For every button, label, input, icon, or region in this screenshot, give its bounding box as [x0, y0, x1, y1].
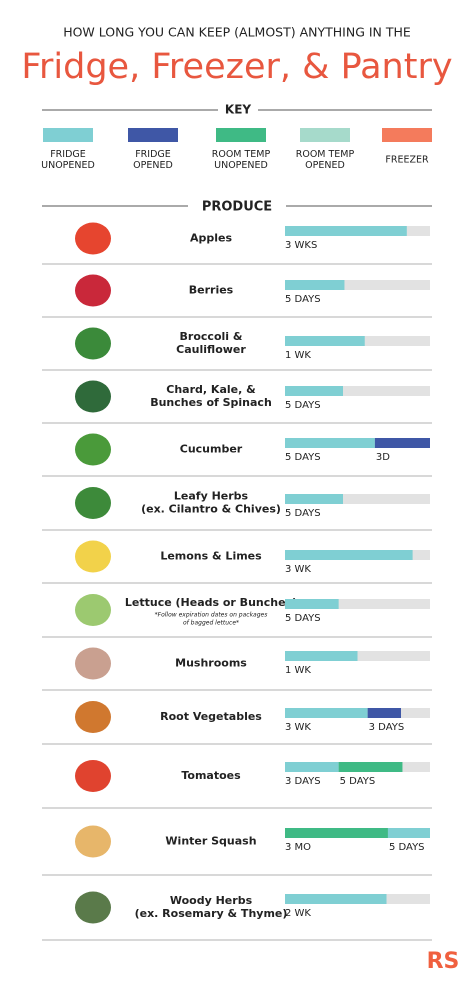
key-swatch — [300, 128, 350, 142]
food-icon — [75, 594, 111, 626]
key-label: FRIDGE — [50, 149, 86, 160]
item-name: Winter Squash — [165, 835, 256, 848]
key-swatch — [128, 128, 178, 142]
bar-segment — [285, 550, 413, 560]
logo: RS — [427, 949, 460, 974]
bar-segment — [387, 828, 430, 838]
item-name: Apples — [190, 232, 232, 245]
bar-segment — [285, 894, 387, 904]
bar-label: 3 MO — [285, 842, 311, 853]
item-name: Root Vegetables — [160, 710, 262, 723]
food-icon — [75, 274, 111, 307]
bar-segment — [338, 762, 403, 772]
food-icon — [75, 647, 111, 680]
key-label: FRIDGE — [135, 149, 171, 160]
bar-label: 3 DAYS — [369, 722, 405, 733]
food-icon — [75, 433, 111, 466]
bar-label: 5 DAYS — [285, 400, 321, 411]
bar-label: 1 WK — [285, 665, 311, 676]
bar-track — [285, 599, 430, 609]
key-label: ROOM TEMP — [212, 149, 271, 160]
key-swatch — [216, 128, 266, 142]
item-name: Lemons & Limes — [160, 550, 262, 563]
key-label: OPENED — [133, 160, 173, 171]
item-name: Woody Herbs — [170, 894, 253, 907]
bar-label: 5 DAYS — [340, 776, 376, 787]
bar-segment — [285, 336, 365, 346]
bar-label: 5 DAYS — [389, 842, 425, 853]
bar-segment — [285, 226, 407, 236]
key-swatch — [382, 128, 432, 142]
item-name: (ex. Rosemary & Thyme) — [135, 907, 288, 920]
kicker: HOW LONG YOU CAN KEEP (ALMOST) ANYTHING … — [63, 25, 411, 40]
key-label: ROOM TEMP — [296, 149, 355, 160]
food-icon — [75, 825, 111, 858]
item-name: Mushrooms — [175, 657, 247, 670]
bar-label: 3 DAYS — [285, 776, 321, 787]
bar-label: 5 DAYS — [285, 613, 321, 624]
food-icon — [75, 540, 111, 573]
bar-segment — [285, 494, 343, 504]
item-name: Tomatoes — [181, 769, 241, 782]
bar-segment — [285, 599, 339, 609]
key-label: OPENED — [305, 160, 345, 171]
key-swatch — [43, 128, 93, 142]
item-name: Bunches of Spinach — [150, 396, 272, 409]
title: Fridge, Freezer, & Pantry — [21, 47, 452, 87]
food-icon — [75, 380, 111, 413]
item-note: *Follow expiration dates on packages — [155, 612, 268, 619]
bar-segment — [285, 651, 358, 661]
bar-segment — [367, 708, 401, 718]
bar-track — [285, 386, 430, 396]
item-note: of bagged lettuce* — [183, 620, 239, 627]
item-name: Chard, Kale, & — [166, 383, 256, 396]
bar-label: 5 DAYS — [285, 508, 321, 519]
food-icon — [75, 222, 111, 255]
key-title: KEY — [225, 103, 251, 117]
bar-label: 3 WKS — [285, 240, 317, 251]
bar-track — [285, 494, 430, 504]
item-name: (ex. Cilantro & Chives) — [141, 503, 281, 516]
bar-label: 3D — [376, 452, 390, 463]
bar-segment — [285, 438, 375, 448]
item-name: Cucumber — [180, 443, 243, 456]
bar-segment — [374, 438, 430, 448]
food-icon — [75, 891, 111, 924]
bar-label: 5 DAYS — [285, 452, 321, 463]
food-icon — [75, 327, 111, 360]
item-name: Leafy Herbs — [174, 490, 249, 503]
bar-label: 2 WK — [285, 908, 311, 919]
bar-track — [285, 280, 430, 290]
bar-segment — [285, 708, 368, 718]
item-name: Lettuce (Heads or Bunches) — [125, 596, 297, 609]
key-label: FREEZER — [385, 155, 429, 166]
key-label: UNOPENED — [41, 160, 95, 171]
food-icon — [75, 487, 111, 519]
bar-segment — [285, 386, 343, 396]
food-icon — [75, 701, 111, 733]
item-name: Broccoli & — [180, 330, 243, 343]
item-name: Berries — [189, 284, 234, 297]
bar-label: 1 WK — [285, 350, 311, 361]
bar-segment — [285, 828, 388, 838]
bar-segment — [285, 280, 345, 290]
bar-label: 3 WK — [285, 722, 311, 733]
bar-segment — [285, 762, 339, 772]
bar-label: 5 DAYS — [285, 294, 321, 305]
section-title: PRODUCE — [202, 200, 272, 215]
food-icon — [75, 760, 111, 792]
key-label: UNOPENED — [214, 160, 268, 171]
bar-label: 3 WK — [285, 564, 311, 575]
item-name: Cauliflower — [176, 343, 246, 356]
